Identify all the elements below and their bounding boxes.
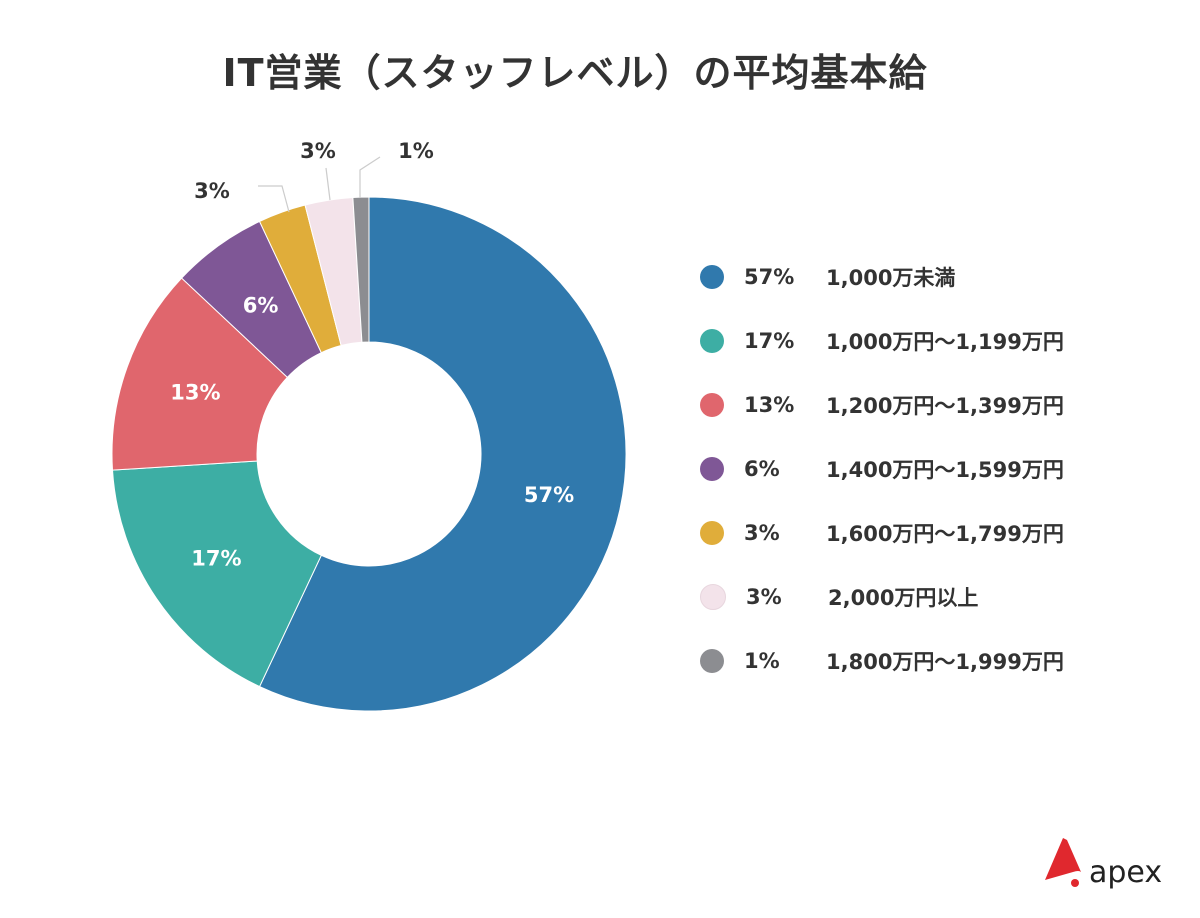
leader-line (359, 156, 381, 198)
legend-label: 1,200万円〜1,399万円 (826, 394, 1064, 418)
slice-label: 6% (243, 294, 279, 318)
legend: 57% 1,000万未満 17% 1,000万円〜1,199万円 13% 1,200万… (700, 245, 1064, 693)
legend-swatch (700, 329, 724, 353)
chart-title: IT営業（スタッフレベル）の平均基本給 (222, 51, 928, 95)
leader-line (258, 185, 290, 213)
legend-swatch (700, 584, 726, 610)
slice-label: 3% (194, 179, 230, 203)
slice-1 (111, 460, 322, 688)
legend-item: 3% 1,600万円〜1,799万円 (700, 501, 1064, 565)
legend-percent: 3% (744, 521, 780, 545)
legend-swatch (700, 521, 724, 545)
legend-percent: 1% (744, 649, 780, 673)
legend-label: 2,000万円以上 (828, 586, 979, 610)
legend-percent: 13% (744, 393, 795, 417)
legend-label: 1,400万円〜1,599万円 (826, 458, 1064, 482)
legend-percent: 6% (744, 457, 780, 481)
slice-6 (352, 196, 370, 343)
logo-text: apex (1089, 855, 1163, 890)
legend-label: 1,000万未満 (826, 266, 956, 290)
legend-label: 1,600万円〜1,799万円 (826, 522, 1064, 546)
legend-swatch (700, 393, 724, 417)
slice-label: 1% (398, 139, 434, 163)
leader-line (325, 167, 331, 201)
slice-label: 17% (191, 547, 241, 571)
apex-logo: apex (1043, 836, 1162, 888)
legend-label: 1,000万円〜1,199万円 (826, 330, 1064, 354)
legend-swatch (700, 457, 724, 481)
legend-swatch (700, 649, 724, 673)
legend-item: 1% 1,800万円〜1,999万円 (700, 629, 1064, 693)
legend-item: 17% 1,000万円〜1,199万円 (700, 309, 1064, 373)
legend-percent: 17% (744, 329, 795, 353)
slice-label: 3% (300, 139, 336, 163)
slice-label: 57% (524, 483, 574, 507)
legend-item: 3% 2,000万円以上 (700, 565, 1064, 629)
legend-item: 57% 1,000万未満 (700, 245, 1064, 309)
legend-label: 1,800万円〜1,999万円 (826, 650, 1064, 674)
legend-percent: 3% (746, 585, 782, 609)
legend-percent: 57% (744, 265, 795, 289)
legend-item: 6% 1,400万円〜1,599万円 (700, 437, 1064, 501)
legend-swatch (700, 265, 724, 289)
slice-label: 13% (170, 381, 220, 405)
slice-0 (258, 196, 627, 712)
slice-2 (111, 277, 289, 471)
apex-logo-icon (1045, 838, 1081, 887)
legend-item: 13% 1,200万円〜1,399万円 (700, 373, 1064, 437)
